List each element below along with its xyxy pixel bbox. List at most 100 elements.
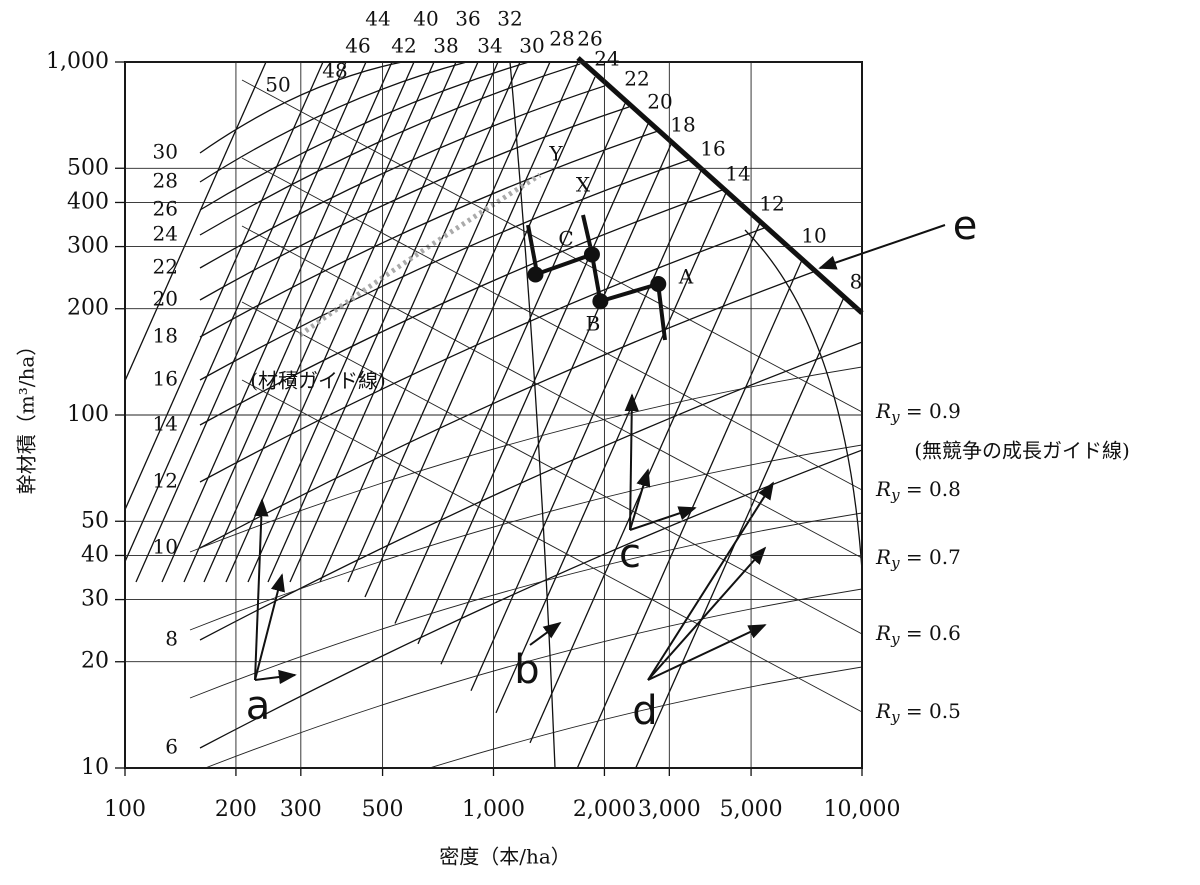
ry-value: = 0.7 <box>900 545 961 569</box>
arrow <box>254 498 269 681</box>
diameter-label: 38 <box>433 34 458 58</box>
diameter-label: 22 <box>624 67 649 91</box>
diameter-line <box>183 62 415 583</box>
height-curve <box>199 106 630 301</box>
y-tick-label: 20 <box>81 649 109 674</box>
arrow <box>629 468 651 531</box>
height-curve <box>199 341 862 641</box>
point-label: C <box>558 227 573 251</box>
diameter-line <box>364 76 596 598</box>
x-tick-label: 100 <box>104 797 146 822</box>
diameter-label: 40 <box>413 7 438 31</box>
arrow <box>254 573 285 681</box>
height-label: 24 <box>153 222 178 246</box>
ry-value: = 0.8 <box>900 477 961 501</box>
x-tick-label: 1,000 <box>462 797 525 822</box>
diameter-label: 36 <box>455 7 480 31</box>
diameter-line <box>347 62 579 583</box>
y-axis-label: 幹材積（m³/ha） <box>15 336 39 495</box>
x-tick-label: 500 <box>362 797 404 822</box>
y-tick-label: 200 <box>67 296 109 321</box>
volume-guide-label: (材積ガイド線) <box>250 369 386 393</box>
diameter-label: 48 <box>322 59 347 83</box>
diameter-label: 32 <box>497 7 522 31</box>
y-tick-label: 1,000 <box>46 49 109 74</box>
curve <box>744 229 863 571</box>
y-tick-label: 10 <box>81 755 109 780</box>
ry-label: Ry = 0.5 <box>875 699 961 727</box>
ry-label: Ry = 0.8 <box>875 477 961 505</box>
diameter-label: 20 <box>647 90 672 114</box>
diameter-label: 50 <box>265 73 290 97</box>
x-tick-label: 2,000 <box>573 797 636 822</box>
diameter-label: 44 <box>365 7 390 31</box>
diameter-line <box>125 62 347 564</box>
diameter-line <box>289 62 521 583</box>
volume-guide <box>298 172 542 338</box>
path-point <box>527 266 544 283</box>
diameter-label: 30 <box>519 34 544 58</box>
height-curve <box>199 85 606 269</box>
diameter-line <box>125 62 267 383</box>
y-tick-label: 30 <box>81 587 109 612</box>
arrow <box>647 624 767 681</box>
ry-label: Ry = 0.9 <box>875 399 961 427</box>
ry-sub: y <box>890 486 900 504</box>
max-density-line <box>576 56 864 315</box>
height-label: 10 <box>153 535 178 559</box>
curves <box>125 62 862 768</box>
height-curve <box>199 449 862 749</box>
ry-value: = 0.5 <box>900 699 961 723</box>
path-line <box>534 251 659 304</box>
diameter-line <box>135 62 367 583</box>
ry-value: = 0.6 <box>900 621 961 645</box>
callout: e <box>953 203 978 249</box>
diameter-label: 46 <box>345 34 370 58</box>
ry-symbol: R <box>875 545 891 569</box>
callout: c <box>619 531 641 577</box>
arrow <box>529 621 562 646</box>
arrow <box>624 393 639 531</box>
height-label: 26 <box>153 197 178 221</box>
diameter-line <box>394 103 626 624</box>
diameter-line <box>576 259 803 768</box>
height-curve <box>199 62 467 183</box>
y-tick-label: 50 <box>81 508 109 533</box>
growth-curve <box>189 366 862 553</box>
diameter-line <box>125 62 324 512</box>
diameter-line <box>319 62 551 583</box>
arrow <box>629 506 697 531</box>
arrow <box>647 481 774 681</box>
arrows <box>254 224 946 685</box>
height-label: 16 <box>153 367 178 391</box>
growth-curve <box>189 512 862 699</box>
ry-symbol: R <box>875 399 891 423</box>
height-label: 30 <box>153 140 178 164</box>
arrow <box>647 546 767 681</box>
point-label: X <box>576 173 591 197</box>
height-curve <box>199 189 723 426</box>
ry-line <box>241 157 862 491</box>
ry-label: Ry = 0.7 <box>875 545 961 573</box>
diameter-line <box>161 62 393 583</box>
diameter-line <box>247 62 479 583</box>
growth-curve <box>204 588 862 768</box>
y-tick-label: 40 <box>81 542 109 567</box>
diameter-line <box>225 62 457 583</box>
diameter-line <box>417 123 649 645</box>
diameter-label: 18 <box>670 113 695 137</box>
path-point <box>583 246 600 263</box>
diameter-label: 12 <box>759 192 784 216</box>
y-tick-label: 300 <box>67 234 109 259</box>
height-label: 28 <box>153 169 178 193</box>
growth-guide-label: (無競争の成長ガイド線) <box>914 439 1130 463</box>
arrow <box>818 224 946 270</box>
height-label: 8 <box>165 627 178 651</box>
ry-symbol: R <box>875 621 891 645</box>
y-tick-label: 500 <box>67 155 109 180</box>
diameter-label: 42 <box>391 34 416 58</box>
diameter-line <box>495 192 727 714</box>
height-label: 22 <box>153 255 178 279</box>
x-tick-label: 10,000 <box>824 797 901 822</box>
